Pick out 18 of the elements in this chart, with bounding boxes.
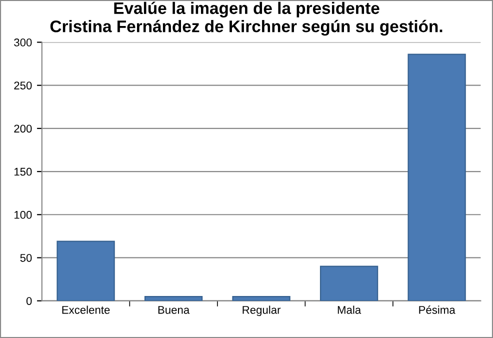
bar xyxy=(56,240,115,301)
chart-title: Evalúe la imagen de la presidente Cristina Fernández de Kirchner según su gestión. xyxy=(50,2,442,36)
bar xyxy=(232,296,290,301)
y-tick-label: 300 xyxy=(14,38,32,46)
x-tick-label: Buena xyxy=(158,306,190,314)
y-tick-label: 100 xyxy=(14,210,32,219)
x-tick-label: Regular xyxy=(242,306,281,316)
x-tick-label: Excelente xyxy=(62,306,110,314)
bar xyxy=(408,54,466,301)
y-tick-label: 0 xyxy=(26,297,32,305)
y-tick-label: 200 xyxy=(14,124,32,133)
bar xyxy=(320,266,378,301)
x-tick-label: Pésima xyxy=(419,306,456,314)
y-tick-label: 150 xyxy=(14,168,32,176)
x-tick-label: Mala xyxy=(338,306,362,314)
bar xyxy=(144,296,203,301)
y-tick-label: 50 xyxy=(20,254,32,262)
y-tick-label: 250 xyxy=(14,82,32,90)
